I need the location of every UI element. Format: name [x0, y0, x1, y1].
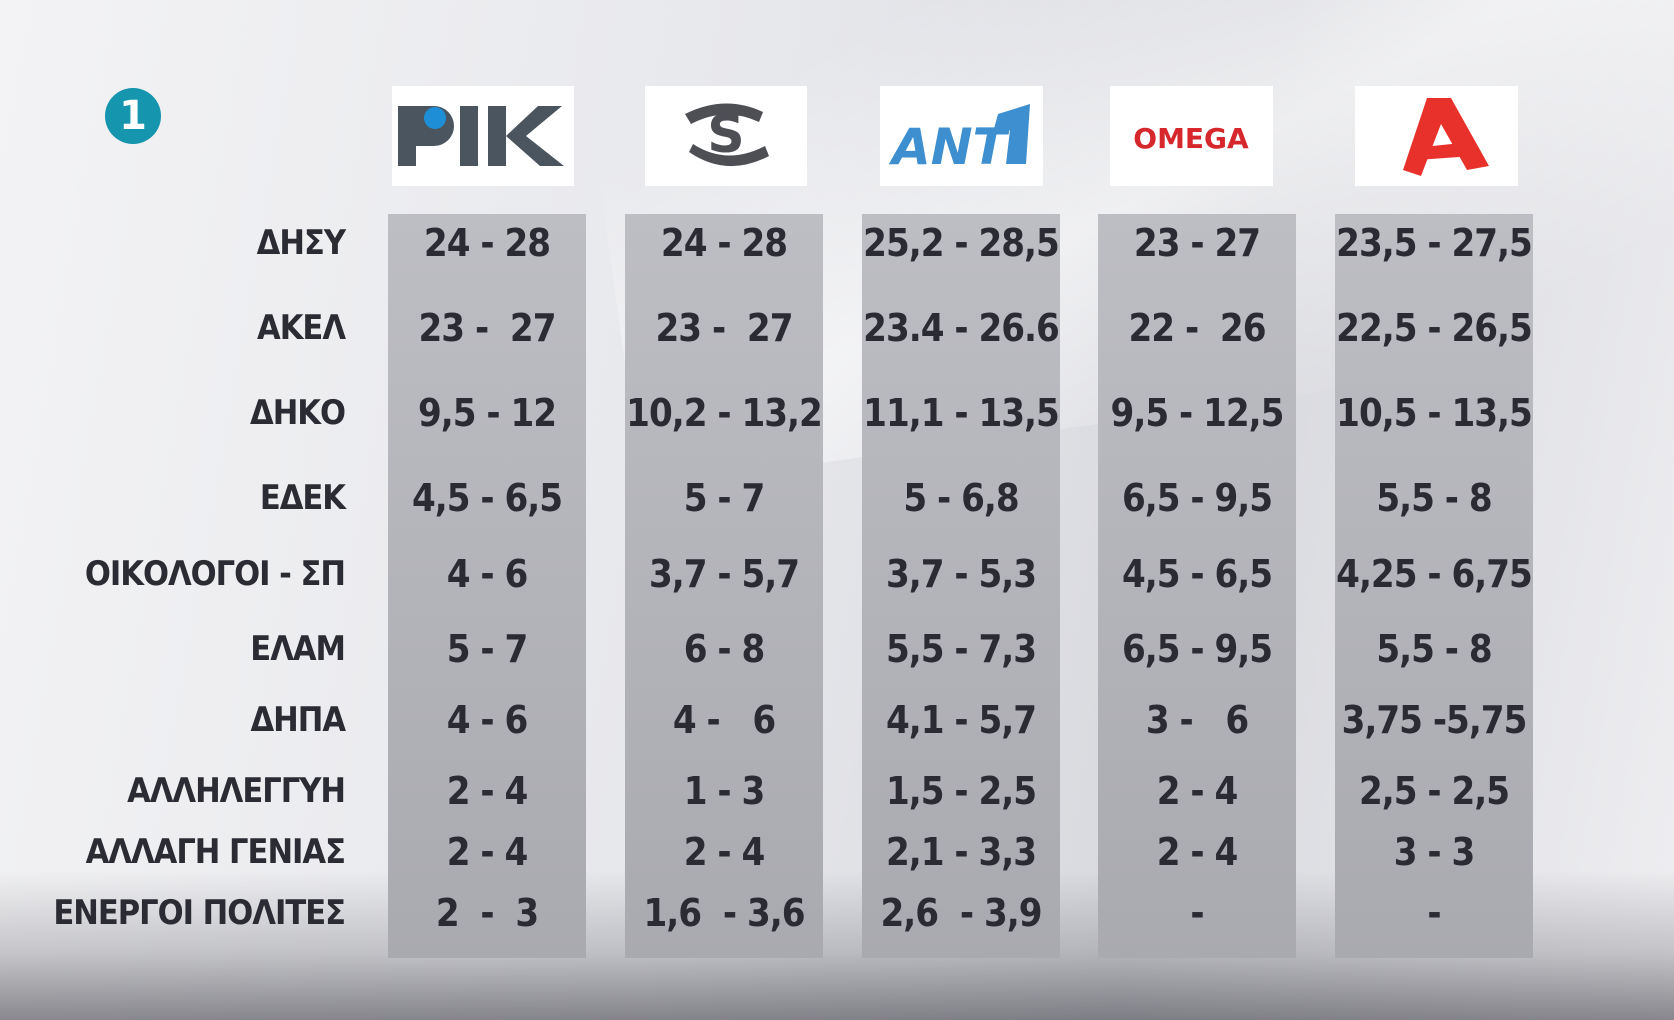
omega-column	[1098, 214, 1296, 958]
rik-range-cell: 2 - 4	[446, 830, 529, 874]
rik-column	[388, 214, 586, 958]
alpha-range-cell: 22,5 - 26,5	[1336, 306, 1533, 350]
omega-range-cell: 6,5 - 9,5	[1121, 476, 1273, 520]
sigma-range-cell: 3,7 - 5,7	[648, 552, 800, 596]
ant1-range-cell: 23.4 - 26.6	[863, 306, 1060, 350]
sigma-range-cell: 6 - 8	[683, 627, 766, 671]
ant1-range-cell: 11,1 - 13,5	[863, 391, 1060, 435]
ant1-range-cell: 5 - 6,8	[903, 476, 1019, 520]
sigma-range-cell: 2 - 4	[683, 830, 766, 874]
alpha-range-cell: -	[1427, 891, 1441, 935]
alpha-range-cell: 3,75 -5,75	[1341, 698, 1528, 742]
alpha-range-cell: 10,5 - 13,5	[1336, 391, 1533, 435]
rik-range-cell: 24 - 28	[423, 221, 551, 265]
alpha-range-cell: 3 - 3	[1393, 830, 1476, 874]
sigma-range-cell: 1 - 3	[683, 769, 766, 813]
sigma-range-cell: 4 - 6	[672, 698, 776, 742]
omega-range-cell: 23 - 27	[1133, 221, 1261, 265]
sigma-range-cell: 5 - 7	[683, 476, 766, 520]
svg-text:OMEGA: OMEGA	[1133, 122, 1249, 155]
sigma-column	[625, 214, 823, 958]
rik-range-cell: 4 - 6	[446, 698, 529, 742]
ant1-range-cell: 2,1 - 3,3	[885, 830, 1037, 874]
ant1-range-cell: 1,5 - 2,5	[885, 769, 1037, 813]
omega-logo-icon: OMEGA	[1110, 86, 1273, 186]
alpha-range-cell: 23,5 - 27,5	[1336, 221, 1533, 265]
party-label: ΑΛΛΗΛΕΓΓΥΗ	[127, 771, 346, 811]
alpha-range-cell: 2,5 - 2,5	[1358, 769, 1510, 813]
alpha-range-cell: 4,25 - 6,75	[1336, 552, 1533, 596]
party-label: ΕΛΑΜ	[250, 629, 346, 669]
party-label: ΕΝΕΡΓΟΙ ΠΟΛΙΤΕΣ	[53, 893, 346, 933]
party-label: ΑΚΕΛ	[257, 308, 346, 348]
ant1-column	[862, 214, 1060, 958]
omega-range-cell: 3 - 6	[1145, 698, 1249, 742]
ant1-range-cell: 2,6 - 3,9	[880, 891, 1043, 935]
rik-logo-icon	[392, 86, 574, 186]
sigma-range-cell: 23 - 27	[655, 306, 793, 350]
alpha-range-cell: 5,5 - 8	[1376, 627, 1492, 671]
omega-range-cell: 6,5 - 9,5	[1121, 627, 1273, 671]
rik-range-cell: 2 - 4	[446, 769, 529, 813]
ant1-range-cell: 5,5 - 7,3	[885, 627, 1037, 671]
alpha-logo-icon	[1355, 86, 1518, 186]
alpha-column	[1335, 214, 1533, 958]
rik-range-cell: 9,5 - 12	[417, 391, 557, 435]
sigma-range-cell: 24 - 28	[660, 221, 788, 265]
alpha-range-cell: 5,5 - 8	[1376, 476, 1492, 520]
ant1-range-cell: 25,2 - 28,5	[863, 221, 1060, 265]
omega-range-cell: -	[1190, 891, 1204, 935]
omega-range-cell: 22 - 26	[1128, 306, 1266, 350]
sigma-range-cell: 1,6 - 3,6	[643, 891, 806, 935]
rik-range-cell: 23 - 27	[418, 306, 556, 350]
rik-range-cell: 4,5 - 6,5	[411, 476, 563, 520]
party-label: ΑΛΛΑΓΗ ΓΕΝΙΑΣ	[85, 832, 346, 872]
party-label: ΔΗΚΟ	[250, 393, 346, 433]
omega-range-cell: 2 - 4	[1156, 769, 1239, 813]
ant1-range-cell: 3,7 - 5,3	[885, 552, 1037, 596]
channel-1-badge-icon: 1	[105, 88, 161, 144]
party-label: ΔΗΠΑ	[250, 700, 346, 740]
rik-range-cell: 5 - 7	[446, 627, 529, 671]
party-label: ΟΙΚΟΛΟΓΟΙ - ΣΠ	[84, 554, 346, 594]
rik-range-cell: 4 - 6	[446, 552, 529, 596]
omega-range-cell: 4,5 - 6,5	[1121, 552, 1273, 596]
rik-range-cell: 2 - 3	[435, 891, 539, 935]
svg-text:S: S	[707, 105, 744, 165]
omega-range-cell: 2 - 4	[1156, 830, 1239, 874]
party-label: ΔΗΣΥ	[256, 223, 346, 263]
party-label: ΕΔΕΚ	[259, 478, 346, 518]
ant1-logo-icon: ANT	[880, 86, 1043, 186]
svg-text:ANT: ANT	[888, 118, 1011, 176]
omega-range-cell: 9,5 - 12,5	[1110, 391, 1285, 435]
sigma-range-cell: 10,2 - 13,2	[626, 391, 823, 435]
sigma-logo-icon: S	[645, 86, 807, 186]
ant1-range-cell: 4,1 - 5,7	[885, 698, 1037, 742]
